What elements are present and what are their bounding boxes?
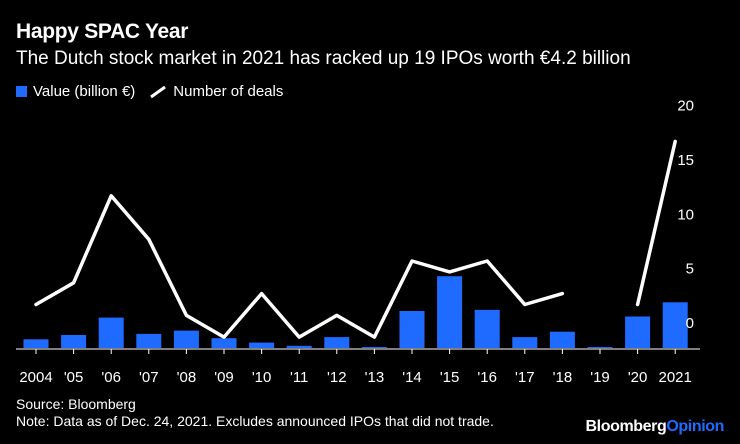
x-tick-label: '16 — [477, 369, 497, 386]
x-tick-label: '06 — [101, 369, 121, 386]
bloomberg-opinion-logo: BloombergOpinion — [586, 418, 725, 436]
x-tick-label: '11 — [290, 369, 308, 386]
chart-title: Happy SPAC Year — [16, 20, 189, 43]
brand-opinion: Opinion — [666, 418, 724, 435]
bar-1 — [61, 335, 87, 348]
legend-label-value: Value (billion €) — [33, 83, 136, 100]
bar-0 — [23, 339, 49, 348]
legend-item-deals: Number of deals — [149, 83, 283, 100]
chart-subtitle: The Dutch stock market in 2021 has racke… — [16, 48, 631, 69]
bar-9 — [361, 347, 387, 348]
x-tick-label: '18 — [553, 369, 573, 386]
legend-item-value: Value (billion €) — [16, 83, 135, 100]
bar-7 — [286, 345, 312, 348]
y-tick-label: 20 — [677, 98, 694, 115]
bar-13 — [512, 337, 538, 348]
bar-2 — [98, 317, 124, 348]
x-tick-label: '14 — [402, 369, 422, 386]
x-tick-label: '07 — [139, 369, 159, 386]
bar-5 — [211, 338, 237, 348]
deals-line-segment-0 — [34, 194, 565, 339]
bar-12 — [474, 309, 500, 348]
bar-17 — [662, 302, 688, 348]
data-note: Note: Data as of Dec. 24, 2021. Excludes… — [16, 413, 494, 429]
x-tick-label: '13 — [365, 369, 385, 386]
bar-3 — [136, 333, 162, 348]
source-note: Source: Bloomberg — [16, 396, 136, 412]
deals-line-segment-1 — [635, 139, 677, 307]
bar-swatch-icon — [16, 86, 27, 97]
x-tick-label: '09 — [214, 369, 234, 386]
x-tick-label: '17 — [515, 369, 535, 386]
y-tick-label: 10 — [677, 206, 694, 223]
y-tick-label: 0 — [686, 315, 694, 332]
x-tick-label: '05 — [64, 369, 84, 386]
x-tick-label: '15 — [440, 369, 460, 386]
x-tick-label: '10 — [252, 369, 272, 386]
x-tick-label: '12 — [327, 369, 347, 386]
legend: Value (billion €) Number of deals — [16, 83, 297, 100]
bar-10 — [399, 311, 425, 348]
bar-4 — [173, 330, 199, 348]
y-tick-label: 15 — [677, 152, 694, 169]
x-tick-label: 2021 — [659, 369, 692, 386]
x-tick-label: '19 — [590, 369, 610, 386]
y-tick-label: 5 — [686, 261, 694, 278]
x-tick-label: '20 — [628, 369, 648, 386]
brand-bloomberg: Bloomberg — [585, 418, 667, 435]
bar-16 — [625, 316, 651, 348]
bar-14 — [549, 331, 575, 348]
legend-label-deals: Number of deals — [173, 83, 284, 100]
bar-8 — [324, 337, 350, 348]
line-swatch-icon — [150, 85, 167, 98]
bar-15 — [587, 347, 613, 348]
x-tick-label: 2004 — [19, 369, 52, 386]
bar-6 — [249, 342, 275, 348]
bar-11 — [437, 276, 463, 348]
x-tick-label: '08 — [177, 369, 197, 386]
